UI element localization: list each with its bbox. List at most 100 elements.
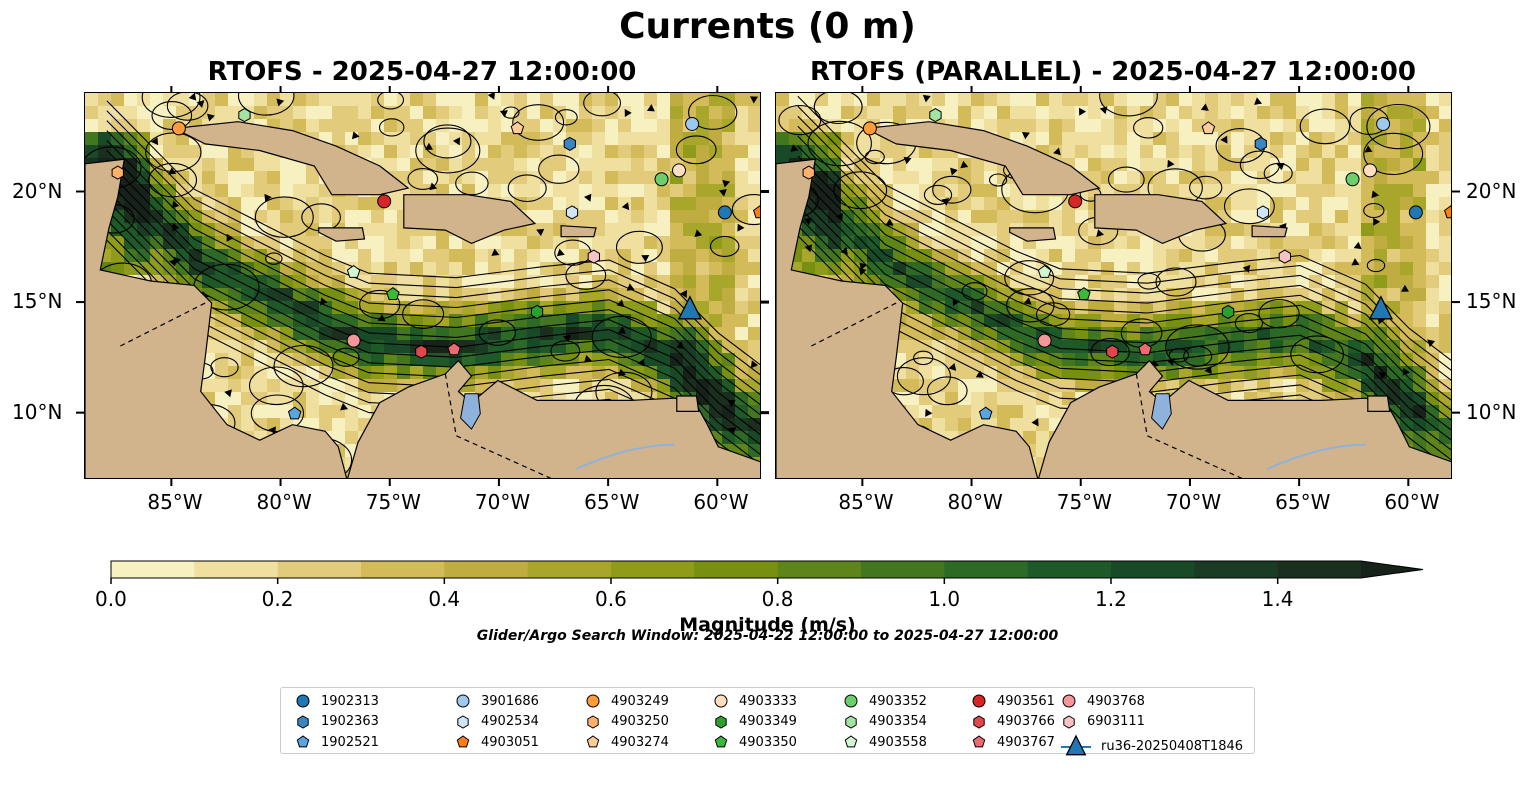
legend-label: 4903349 (739, 714, 797, 729)
legend-label: 6903111 (1087, 714, 1145, 729)
lat-tick-label: 10°N (1466, 399, 1517, 424)
marker-4903349 (1221, 304, 1235, 319)
marker-1902521 (978, 406, 993, 420)
legend-item-4903561: 4903561 (969, 692, 1055, 710)
marker-4903349 (530, 304, 544, 319)
colorbar-segment (194, 561, 279, 578)
marker-4903558 (1037, 264, 1052, 278)
current-map-rtofs-parallel (776, 93, 1451, 478)
legend-item-4903354: 4903354 (841, 713, 927, 731)
marker-4903051 (1444, 205, 1451, 219)
pentagon-marker-icon (972, 735, 986, 748)
float-markers (111, 108, 760, 420)
marker-4903767 (1138, 342, 1152, 356)
legend-item-4903249: 4903249 (583, 692, 669, 710)
hexagon-marker-icon (587, 714, 599, 729)
legend: 1902313 1902363 1902521 3901686 4902534 49030… (280, 687, 1255, 756)
legend-label: 4903274 (611, 734, 669, 750)
circle-marker-icon (714, 694, 728, 708)
colorbar-segment (1111, 561, 1195, 578)
marker-3901686 (685, 116, 700, 131)
marker-4903274 (1201, 121, 1216, 135)
legend-item-4903767: 4903767 (969, 733, 1055, 751)
marker-4903561 (377, 194, 392, 209)
colorbar-tick-label: 0.0 (95, 587, 127, 611)
marker-1902521 (287, 406, 302, 420)
pentagon-marker-icon (296, 735, 310, 748)
legend-item-1902313: 1902313 (293, 692, 379, 710)
lat-tick-label: 15°N (12, 289, 63, 314)
colorbar-outline (110, 560, 1424, 579)
legend-item-6903111: 6903111 (1059, 713, 1145, 731)
marker-4903352 (1345, 172, 1360, 187)
legend-label: 4903051 (481, 734, 539, 750)
lon-tick-label: 85°W (838, 490, 894, 514)
legend-label: ru36-20250408T1846 (1101, 738, 1244, 754)
marker-4903333 (1363, 163, 1378, 178)
panel-title-rtofs-parallel: RTOFS (PARALLEL) - 2025-04-27 12:00:00 (810, 57, 1416, 87)
colorbar-segment (527, 561, 612, 578)
land (85, 121, 760, 478)
colorbar-segment (111, 561, 195, 578)
pentagon-marker-icon (456, 735, 470, 748)
float-markers (802, 108, 1451, 420)
legend-label: 4903767 (997, 734, 1055, 750)
lon-tick-label: 70°W (474, 490, 531, 514)
marker-4903766 (1106, 344, 1119, 359)
legend-item-1902363: 1902363 (293, 713, 379, 731)
colorbar-extend-arrow (1361, 561, 1423, 578)
legend-item-4903274: 4903274 (583, 733, 669, 751)
current-map-rtofs (85, 93, 760, 478)
main-title: Currents (0 m) (619, 6, 916, 47)
marker-4903558 (346, 264, 361, 278)
circle-marker-icon (586, 694, 600, 708)
legend-label: 4903766 (997, 714, 1055, 729)
marker-4903561 (1068, 194, 1083, 209)
marker-4902534 (1256, 205, 1270, 220)
circle-marker-icon (1062, 694, 1076, 708)
marker-6903111 (587, 249, 600, 264)
legend-item-4903768: 4903768 (1059, 692, 1145, 710)
colorbar-segment (1027, 561, 1112, 578)
lon-tick-label: 75°W (365, 490, 421, 514)
triangle-marker-icon (1061, 734, 1091, 756)
marker-4903350 (1077, 287, 1091, 300)
colorbar-segment (1194, 561, 1279, 578)
hexagon-marker-icon (457, 714, 469, 729)
colorbar (110, 560, 1424, 584)
lat-tick-label: 15°N (1466, 289, 1517, 314)
map-panel-rtofs-parallel (775, 92, 1452, 479)
legend-item-4903766: 4903766 (969, 713, 1055, 731)
search-window-text: Glider/Argo Search Window: 2025-04-22 12… (476, 628, 1059, 644)
legend-label: 4903352 (869, 693, 927, 709)
lon-tick-label: 80°W (947, 490, 1003, 514)
circle-marker-icon (972, 694, 986, 708)
legend-item-4903250: 4903250 (583, 713, 669, 731)
legend-label: 3901686 (481, 693, 539, 709)
legend-label: 1902313 (321, 693, 379, 709)
colorbar-tick-label: 1.2 (1095, 587, 1127, 611)
marker-4903250 (802, 165, 815, 180)
lon-tick-label: 75°W (1056, 490, 1112, 514)
legend-label: 4902534 (481, 714, 539, 729)
lon-tick-label: 85°W (147, 490, 203, 514)
marker-4903766 (415, 344, 428, 359)
legend-item-4902534: 4902534 (453, 713, 539, 731)
legend-item-3901686: 3901686 (453, 692, 539, 710)
marker-6903111 (1278, 249, 1291, 264)
pentagon-marker-icon (714, 735, 728, 748)
marker-4903768 (1037, 333, 1052, 348)
marker-1902313 (1408, 205, 1423, 220)
hexagon-marker-icon (973, 714, 985, 729)
marker-3901686 (1376, 116, 1391, 131)
marker-4903767 (447, 342, 461, 356)
legend-item-4903333: 4903333 (711, 692, 797, 710)
legend-label: 4903350 (739, 734, 797, 750)
legend-item-ru36-20250408T1846: ru36-20250408T1846 (1059, 733, 1243, 759)
lat-tick-label: 10°N (12, 399, 63, 424)
marker-4903051 (753, 205, 760, 219)
legend-label: 1902363 (321, 714, 379, 729)
colorbar-tick-label: 0.4 (428, 587, 461, 611)
circle-marker-icon (296, 694, 310, 708)
hexagon-marker-icon (297, 714, 309, 729)
